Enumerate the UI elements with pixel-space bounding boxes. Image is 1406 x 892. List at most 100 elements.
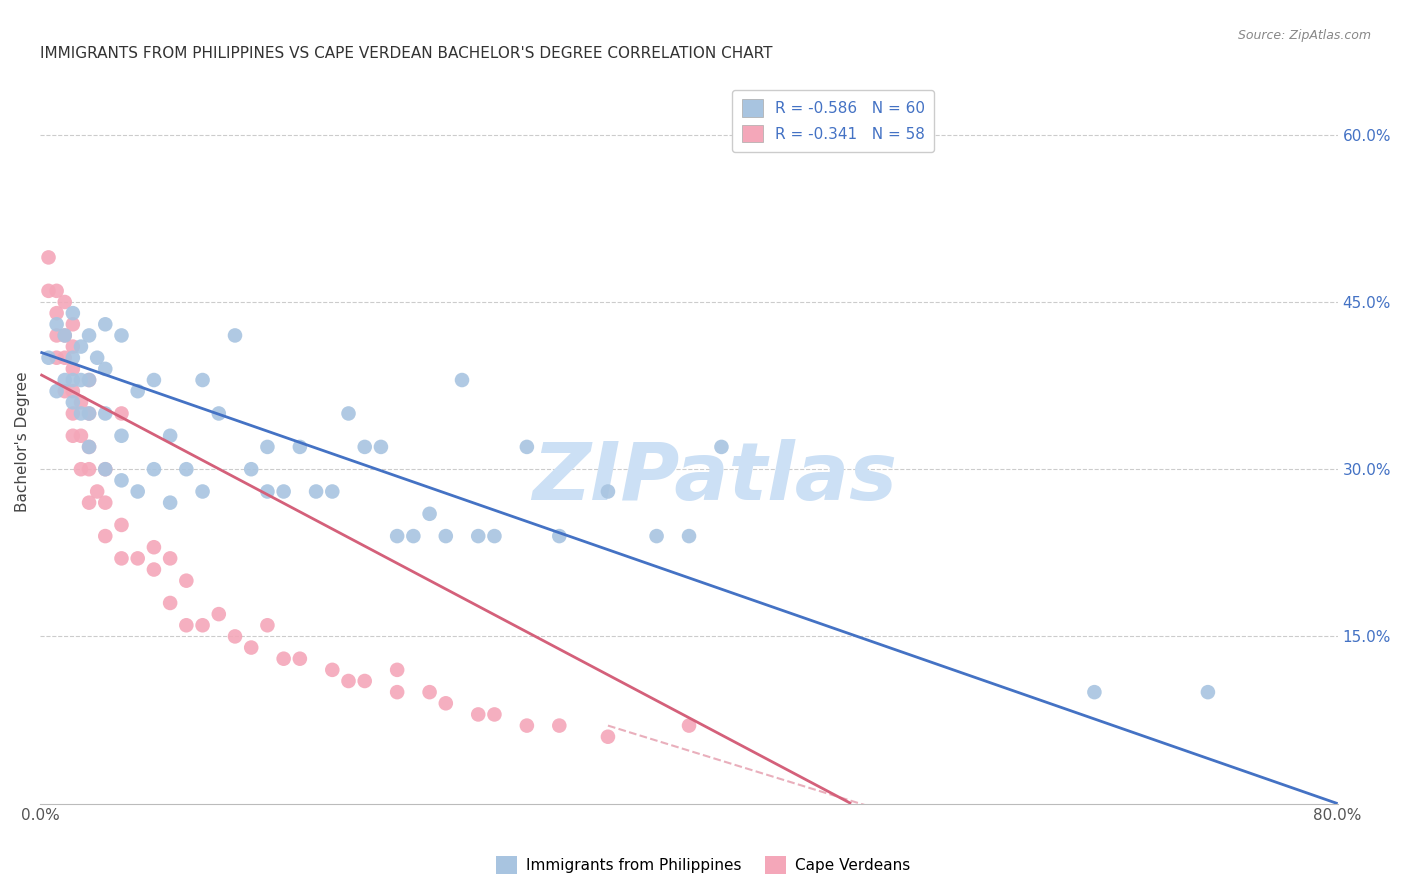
Point	[62, 395, 84, 409]
Point	[142, 373, 165, 387]
Point	[77, 407, 100, 421]
Point	[45, 284, 67, 298]
Point	[110, 474, 132, 488]
Point	[77, 496, 100, 510]
Point	[77, 407, 100, 421]
Point	[240, 640, 263, 655]
Point	[86, 484, 108, 499]
Point	[710, 440, 733, 454]
Y-axis label: Bachelor's Degree: Bachelor's Degree	[15, 371, 30, 512]
Point	[94, 462, 117, 476]
Point	[70, 462, 93, 476]
Point	[208, 407, 231, 421]
Point	[94, 462, 117, 476]
Point	[321, 663, 343, 677]
Point	[484, 529, 506, 543]
Text: IMMIGRANTS FROM PHILIPPINES VS CAPE VERDEAN BACHELOR'S DEGREE CORRELATION CHART: IMMIGRANTS FROM PHILIPPINES VS CAPE VERD…	[41, 46, 773, 62]
Point	[596, 484, 619, 499]
Point	[419, 507, 441, 521]
Point	[127, 551, 149, 566]
Point	[385, 529, 408, 543]
Point	[53, 328, 76, 343]
Point	[305, 484, 328, 499]
Point	[1197, 685, 1219, 699]
Point	[484, 707, 506, 722]
Point	[53, 384, 76, 399]
Point	[110, 328, 132, 343]
Point	[516, 718, 538, 732]
Point	[77, 373, 100, 387]
Point	[45, 306, 67, 320]
Point	[110, 551, 132, 566]
Point	[176, 618, 198, 632]
Point	[53, 295, 76, 310]
Point	[62, 318, 84, 332]
Point	[62, 384, 84, 399]
Point	[337, 673, 360, 688]
Point	[256, 484, 278, 499]
Point	[77, 462, 100, 476]
Point	[62, 362, 84, 376]
Point	[321, 484, 343, 499]
Point	[159, 496, 181, 510]
Point	[70, 395, 93, 409]
Point	[110, 407, 132, 421]
Point	[548, 529, 571, 543]
Point	[224, 328, 246, 343]
Point	[142, 462, 165, 476]
Point	[142, 540, 165, 554]
Point	[596, 730, 619, 744]
Point	[159, 596, 181, 610]
Legend: Immigrants from Philippines, Cape Verdeans: Immigrants from Philippines, Cape Verdea…	[489, 850, 917, 880]
Point	[256, 440, 278, 454]
Point	[45, 351, 67, 365]
Point	[62, 407, 84, 421]
Text: ZIPatlas: ZIPatlas	[533, 439, 897, 516]
Point	[385, 685, 408, 699]
Point	[142, 562, 165, 576]
Point	[353, 440, 375, 454]
Point	[70, 373, 93, 387]
Point	[127, 384, 149, 399]
Point	[38, 351, 60, 365]
Point	[53, 351, 76, 365]
Point	[191, 484, 214, 499]
Point	[434, 696, 457, 710]
Point	[70, 340, 93, 354]
Point	[385, 663, 408, 677]
Point	[370, 440, 392, 454]
Text: Source: ZipAtlas.com: Source: ZipAtlas.com	[1237, 29, 1371, 43]
Point	[94, 407, 117, 421]
Point	[240, 462, 263, 476]
Point	[86, 351, 108, 365]
Point	[176, 574, 198, 588]
Point	[434, 529, 457, 543]
Point	[159, 551, 181, 566]
Point	[288, 440, 311, 454]
Point	[548, 718, 571, 732]
Point	[94, 529, 117, 543]
Point	[224, 629, 246, 643]
Point	[273, 651, 295, 665]
Point	[191, 618, 214, 632]
Point	[467, 529, 489, 543]
Point	[38, 284, 60, 298]
Point	[53, 373, 76, 387]
Point	[45, 384, 67, 399]
Point	[645, 529, 668, 543]
Point	[77, 440, 100, 454]
Point	[678, 718, 700, 732]
Point	[273, 484, 295, 499]
Point	[419, 685, 441, 699]
Point	[176, 462, 198, 476]
Point	[45, 328, 67, 343]
Point	[256, 618, 278, 632]
Point	[191, 373, 214, 387]
Point	[62, 351, 84, 365]
Point	[94, 496, 117, 510]
Point	[337, 407, 360, 421]
Point	[516, 440, 538, 454]
Point	[45, 318, 67, 332]
Point	[70, 407, 93, 421]
Point	[451, 373, 474, 387]
